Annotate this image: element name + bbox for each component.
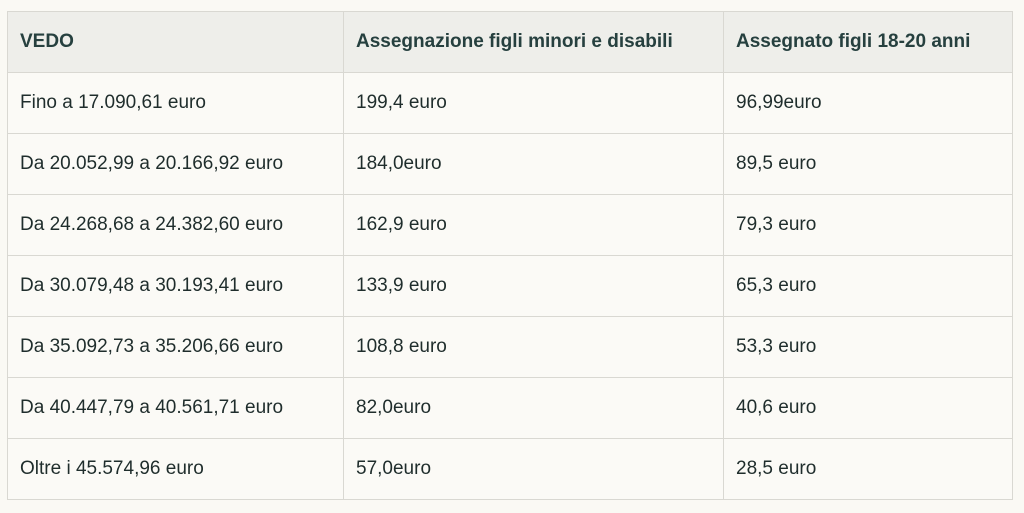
table-row: Da 35.092,73 a 35.206,66 euro 108,8 euro…	[7, 316, 1013, 378]
header-row: VEDO Assegnazione figli minori e disabil…	[7, 11, 1013, 73]
header-income-range: VEDO	[7, 11, 344, 73]
cell-income-range: Da 35.092,73 a 35.206,66 euro	[7, 316, 344, 378]
table-body: Fino a 17.090,61 euro 199,4 euro 96,99eu…	[7, 72, 1013, 500]
cell-18-20-amount: 89,5 euro	[723, 133, 1013, 195]
header-minor-disabled-children: Assegnazione figli minori e disabili	[343, 11, 724, 73]
cell-minor-disabled-amount: 108,8 euro	[343, 316, 724, 378]
cell-income-range: Da 20.052,99 a 20.166,92 euro	[7, 133, 344, 195]
header-children-18-20: Assegnato figli 18-20 anni	[723, 11, 1013, 73]
cell-minor-disabled-amount: 184,0euro	[343, 133, 724, 195]
table-row: Da 20.052,99 a 20.166,92 euro 184,0euro …	[7, 133, 1013, 195]
cell-minor-disabled-amount: 162,9 euro	[343, 194, 724, 256]
cell-18-20-amount: 28,5 euro	[723, 438, 1013, 500]
cell-minor-disabled-amount: 57,0euro	[343, 438, 724, 500]
allowance-table-container: VEDO Assegnazione figli minori e disabil…	[7, 11, 1013, 500]
cell-18-20-amount: 79,3 euro	[723, 194, 1013, 256]
table-row: Da 24.268,68 a 24.382,60 euro 162,9 euro…	[7, 194, 1013, 256]
table-row: Da 40.447,79 a 40.561,71 euro 82,0euro 4…	[7, 377, 1013, 439]
table-row: Fino a 17.090,61 euro 199,4 euro 96,99eu…	[7, 72, 1013, 134]
cell-minor-disabled-amount: 133,9 euro	[343, 255, 724, 317]
cell-18-20-amount: 65,3 euro	[723, 255, 1013, 317]
cell-income-range: Da 24.268,68 a 24.382,60 euro	[7, 194, 344, 256]
cell-income-range: Oltre i 45.574,96 euro	[7, 438, 344, 500]
cell-minor-disabled-amount: 199,4 euro	[343, 72, 724, 134]
table-row: Oltre i 45.574,96 euro 57,0euro 28,5 eur…	[7, 438, 1013, 500]
cell-18-20-amount: 53,3 euro	[723, 316, 1013, 378]
cell-18-20-amount: 96,99euro	[723, 72, 1013, 134]
cell-income-range: Da 40.447,79 a 40.561,71 euro	[7, 377, 344, 439]
table-header: VEDO Assegnazione figli minori e disabil…	[7, 11, 1013, 73]
allowance-table: VEDO Assegnazione figli minori e disabil…	[7, 11, 1013, 500]
cell-minor-disabled-amount: 82,0euro	[343, 377, 724, 439]
table-row: Da 30.079,48 a 30.193,41 euro 133,9 euro…	[7, 255, 1013, 317]
cell-income-range: Da 30.079,48 a 30.193,41 euro	[7, 255, 344, 317]
cell-income-range: Fino a 17.090,61 euro	[7, 72, 344, 134]
cell-18-20-amount: 40,6 euro	[723, 377, 1013, 439]
